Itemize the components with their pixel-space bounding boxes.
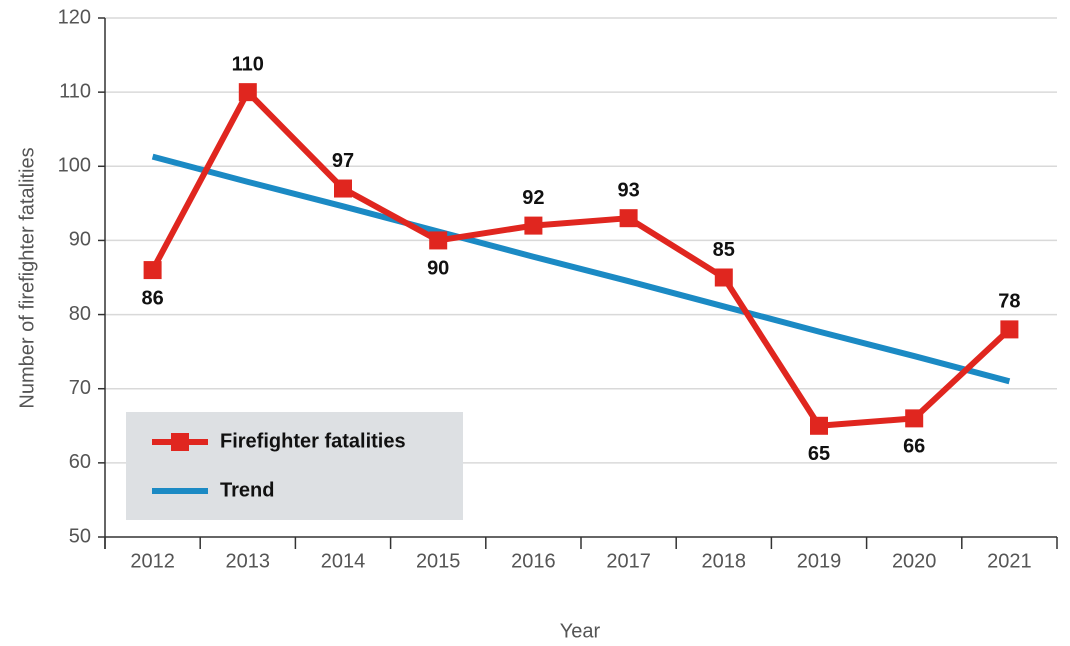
x-tick-label: 2018 [702, 550, 747, 572]
data-label: 86 [141, 287, 163, 309]
x-tick-label: 2019 [797, 550, 842, 572]
marker [143, 261, 162, 280]
y-tick-label: 60 [69, 451, 91, 473]
x-tick-label: 2012 [130, 550, 175, 572]
data-label: 65 [808, 443, 830, 465]
data-label: 78 [998, 291, 1020, 313]
legend-label: Trend [220, 479, 274, 501]
x-tick-label: 2014 [321, 550, 366, 572]
x-tick-label: 2013 [226, 550, 271, 572]
x-axis-title: Year [560, 620, 601, 642]
marker [524, 216, 543, 235]
data-label: 97 [332, 150, 354, 172]
marker [238, 83, 257, 102]
x-tick-label: 2015 [416, 550, 461, 572]
x-tick-label: 2016 [511, 550, 556, 572]
y-tick-label: 120 [58, 6, 91, 28]
y-tick-label: 110 [59, 80, 91, 102]
y-tick-label: 90 [69, 229, 91, 251]
marker [714, 268, 733, 287]
x-tick-label: 2021 [987, 550, 1032, 572]
y-tick-label: 70 [69, 377, 91, 399]
data-line [149, 89, 1012, 429]
trend-line [151, 153, 1011, 385]
marker [619, 209, 638, 228]
marker [429, 231, 448, 250]
legend-label: Firefighter fatalities [220, 430, 406, 452]
x-tick-label: 2020 [892, 550, 937, 572]
data-label: 110 [232, 53, 264, 75]
data-label: 85 [713, 239, 735, 261]
marker [1000, 320, 1019, 339]
data-label: 92 [522, 187, 544, 209]
y-axis-title: Number of firefighter fatalities [16, 147, 38, 408]
data-label: 66 [903, 436, 925, 458]
legend-marker [171, 433, 189, 451]
y-tick-label: 50 [69, 525, 91, 547]
data-label: 90 [427, 258, 449, 280]
marker [334, 179, 352, 198]
y-tick-label: 100 [58, 155, 91, 177]
marker [905, 409, 924, 428]
legend-box [126, 412, 463, 520]
data-label: 93 [617, 179, 639, 201]
marker [810, 416, 828, 435]
x-tick-label: 2017 [606, 550, 651, 572]
y-tick-label: 80 [69, 303, 91, 325]
